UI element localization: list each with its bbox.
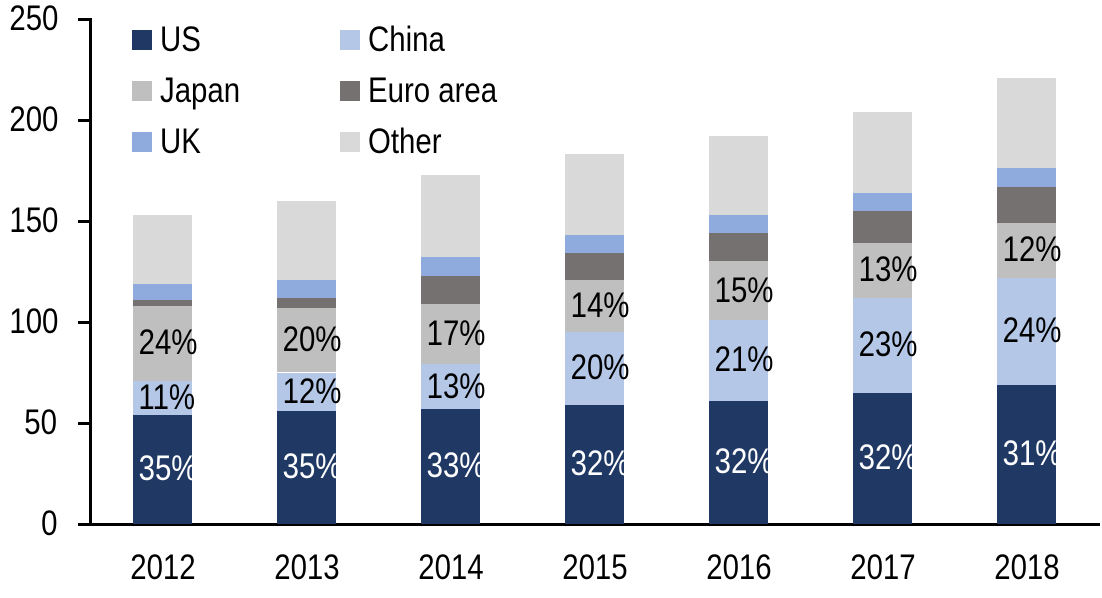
- bar-segment-euro-area: [277, 297, 336, 308]
- x-axis-label: 2018: [993, 548, 1060, 587]
- bar-segment-label-us: 32%: [714, 442, 774, 482]
- bar-segment-label-us: 31%: [1002, 434, 1062, 474]
- bar-segment-label-us: 35%: [138, 449, 198, 489]
- bar-segment-china: [277, 372, 336, 411]
- bar-segment-euro-area: [565, 253, 624, 280]
- bar-segment-other: [421, 174, 480, 258]
- x-axis-line: [89, 523, 1100, 526]
- bar-segment-euro-area: [421, 275, 480, 304]
- x-axis-label: 2017: [849, 548, 916, 587]
- bar-segment-china: [853, 297, 912, 393]
- bar-segment-japan: [709, 261, 768, 320]
- bar-segment-label-china: 11%: [138, 377, 196, 417]
- y-axis-line: [89, 18, 92, 526]
- x-axis-label: 2014: [417, 548, 484, 587]
- y-axis-tick-mark: [78, 17, 92, 21]
- bar-segment-uk: [853, 192, 912, 211]
- bar-segment-us: [277, 410, 336, 524]
- y-axis-tick-label: 50: [24, 403, 57, 442]
- bar-segment-japan: [565, 279, 624, 333]
- bar-segment-other: [709, 136, 768, 215]
- bar-segment-euro-area: [133, 299, 192, 306]
- legend-label-china: China: [368, 20, 445, 59]
- bar-segment-us: [997, 384, 1056, 524]
- bar-segment-uk: [421, 257, 480, 276]
- bar-segment-label-japan: 14%: [570, 285, 630, 325]
- bar-segment-china: [565, 332, 624, 405]
- legend-swatch-japan: [132, 81, 152, 101]
- bar-segment-label-japan: 13%: [858, 250, 918, 290]
- bar-segment-uk: [565, 235, 624, 254]
- legend-swatch-china: [340, 30, 360, 50]
- bar-segment-label-china: 20%: [570, 348, 630, 388]
- legend-label-euro-area: Euro area: [368, 71, 498, 110]
- bar-segment-japan: [133, 305, 192, 381]
- bar-segment-label-china: 12%: [282, 371, 342, 411]
- legend-swatch-euro-area: [340, 81, 360, 101]
- bar-segment-other: [853, 111, 912, 193]
- legend-label-uk: UK: [160, 122, 201, 161]
- y-axis-tick-label: 100: [9, 302, 59, 341]
- bar-segment-label-china: 23%: [858, 325, 918, 365]
- bar-segment-us: [853, 392, 912, 524]
- y-axis-tick-label: 150: [9, 201, 59, 240]
- bar-segment-japan: [277, 307, 336, 373]
- bar-segment-us: [133, 414, 192, 524]
- bar-segment-other: [565, 154, 624, 236]
- y-axis-tick-mark: [78, 320, 92, 324]
- bar-segment-other: [997, 77, 1056, 169]
- x-axis-label: 2013: [273, 548, 340, 587]
- bar-segment-us: [565, 404, 624, 524]
- bar-segment-china: [133, 380, 192, 415]
- bar-segment-label-us: 35%: [282, 447, 342, 487]
- bar-segment-us: [421, 408, 480, 524]
- bar-segment-label-japan: 15%: [714, 270, 774, 310]
- bar-segment-label-japan: 12%: [1002, 230, 1062, 270]
- x-axis-label: 2012: [129, 548, 196, 587]
- bar-segment-euro-area: [709, 233, 768, 262]
- bar-segment-label-us: 32%: [858, 438, 918, 478]
- bar-segment-china: [997, 277, 1056, 385]
- bar-segment-label-china: 21%: [714, 340, 774, 380]
- bar-segment-label-japan: 20%: [282, 320, 342, 360]
- bar-segment-label-china: 13%: [426, 366, 486, 406]
- bar-segment-us: [709, 400, 768, 524]
- bar-segment-uk: [997, 168, 1056, 187]
- bar-segment-other: [277, 200, 336, 280]
- legend-label-us: US: [160, 20, 201, 59]
- bar-segment-label-japan: 24%: [138, 323, 198, 363]
- bar-segment-uk: [709, 214, 768, 234]
- legend-label-other: Other: [368, 122, 442, 161]
- y-axis-tick-label: 0: [40, 504, 57, 543]
- y-axis-tick-mark: [78, 118, 92, 122]
- bar-segment-japan: [853, 243, 912, 298]
- bar-segment-euro-area: [997, 186, 1056, 224]
- x-axis-label: 2015: [561, 548, 628, 587]
- legend-swatch-us: [132, 30, 152, 50]
- bar-segment-other: [133, 214, 192, 284]
- y-axis-tick-label: 250: [9, 0, 59, 38]
- bar-segment-label-japan: 17%: [426, 314, 486, 354]
- y-axis-tick-mark: [78, 522, 92, 526]
- legend-swatch-other: [340, 132, 360, 152]
- bar-segment-japan: [421, 303, 480, 365]
- y-axis-tick-mark: [78, 421, 92, 425]
- y-axis-tick-mark: [78, 219, 92, 223]
- legend-swatch-uk: [132, 132, 152, 152]
- bar-segment-uk: [277, 279, 336, 298]
- bar-segment-euro-area: [853, 210, 912, 244]
- y-axis-tick-label: 200: [9, 100, 59, 139]
- bar-segment-japan: [997, 223, 1056, 278]
- legend-label-japan: Japan: [160, 71, 241, 110]
- bar-segment-label-china: 24%: [1002, 311, 1062, 351]
- bar-segment-china: [709, 319, 768, 401]
- bar-segment-uk: [133, 283, 192, 300]
- bar-segment-china: [421, 364, 480, 409]
- bar-segment-label-us: 32%: [570, 444, 630, 484]
- bar-segment-label-us: 33%: [426, 446, 486, 486]
- x-axis-label: 2016: [705, 548, 772, 587]
